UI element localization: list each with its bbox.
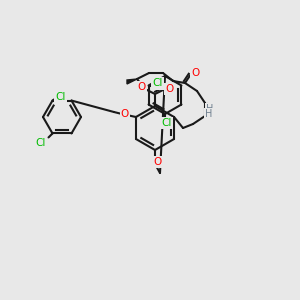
Text: H: H — [206, 104, 214, 114]
Text: O: O — [154, 157, 162, 167]
Text: Cl: Cl — [35, 139, 46, 148]
Text: O: O — [191, 68, 199, 78]
Polygon shape — [127, 79, 137, 84]
Text: Cl: Cl — [152, 79, 163, 88]
Text: Cl: Cl — [55, 92, 66, 101]
Text: O: O — [138, 82, 146, 92]
Text: O: O — [165, 84, 173, 94]
Text: O: O — [121, 109, 129, 119]
Text: Cl: Cl — [162, 118, 172, 128]
Text: H: H — [205, 109, 213, 119]
